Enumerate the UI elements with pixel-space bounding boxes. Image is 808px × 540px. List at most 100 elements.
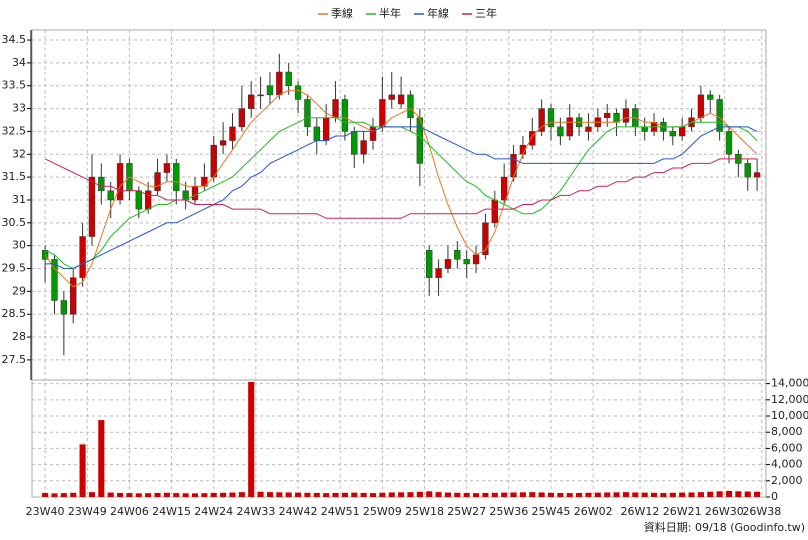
candle-body bbox=[491, 199, 498, 224]
volume-bar bbox=[416, 491, 423, 497]
volume-bar bbox=[426, 491, 433, 497]
volume-bar bbox=[398, 492, 405, 497]
y-tick-label: 28.5 bbox=[2, 307, 27, 320]
candle-body bbox=[144, 190, 152, 210]
x-tick-label: 25W18 bbox=[405, 505, 444, 518]
candle-body bbox=[744, 163, 751, 178]
candle-body bbox=[360, 140, 367, 155]
volume-bar bbox=[323, 493, 330, 497]
volume-bar bbox=[435, 492, 442, 497]
legend-label: 年線 bbox=[427, 6, 449, 20]
y-tick-label: 34 bbox=[12, 56, 26, 69]
volume-bar bbox=[604, 492, 611, 497]
candle-body bbox=[678, 126, 686, 137]
candle-body bbox=[294, 85, 302, 100]
volume-bar bbox=[594, 492, 601, 497]
candle-body bbox=[173, 163, 180, 192]
ma-line bbox=[45, 126, 758, 269]
x-tick-label: 24W33 bbox=[236, 505, 275, 518]
volume-bar bbox=[660, 492, 667, 497]
candle-body bbox=[248, 94, 255, 109]
candle-body bbox=[454, 249, 461, 260]
x-tick-label: 24W15 bbox=[152, 505, 191, 518]
volume-bar bbox=[444, 492, 451, 497]
candle-body bbox=[332, 99, 339, 118]
volume-bar bbox=[547, 492, 555, 497]
candle-body bbox=[585, 126, 592, 132]
volume-bar bbox=[154, 492, 161, 497]
volume-bar bbox=[529, 492, 536, 497]
volume-bar bbox=[735, 491, 742, 497]
volume-bar bbox=[163, 492, 170, 497]
candle-body bbox=[707, 94, 714, 100]
volume-bar bbox=[266, 492, 273, 497]
x-tick-label: 26W02 bbox=[574, 505, 613, 518]
volume-bar bbox=[669, 492, 676, 497]
ma-line bbox=[44, 89, 758, 288]
candle-body bbox=[529, 131, 536, 146]
candle-body bbox=[266, 85, 274, 96]
volume-bar bbox=[126, 493, 133, 497]
volume-bar bbox=[332, 492, 339, 497]
volume-bar bbox=[557, 492, 564, 497]
volume-bar bbox=[229, 492, 236, 497]
volume-bar bbox=[341, 492, 348, 497]
volume-bar bbox=[754, 491, 761, 497]
candle-body bbox=[257, 94, 264, 97]
volume-bar bbox=[697, 492, 704, 497]
candle-body bbox=[135, 190, 142, 210]
candle-body bbox=[60, 300, 68, 315]
x-tick-label: 23W49 bbox=[68, 505, 107, 518]
x-tick-label: 25W36 bbox=[489, 505, 528, 518]
ma-line bbox=[44, 158, 758, 219]
x-tick-label: 26W21 bbox=[663, 505, 702, 518]
volume-bar bbox=[295, 492, 302, 497]
candle-body bbox=[641, 126, 648, 132]
volume-bar bbox=[79, 444, 86, 497]
volume-bar bbox=[538, 492, 545, 497]
candle-body bbox=[500, 176, 508, 201]
candle-body bbox=[547, 108, 555, 128]
y-tick-label: 33.5 bbox=[2, 79, 27, 92]
volume-bar bbox=[257, 491, 264, 497]
volume-bar bbox=[210, 492, 217, 497]
footer: 資料日期: 09/18 (Goodinfo.tw) bbox=[644, 520, 805, 534]
candle-body bbox=[388, 94, 395, 100]
x-tick-label: 26W30 bbox=[705, 505, 744, 518]
volume-bar bbox=[566, 493, 573, 497]
candle-body bbox=[472, 254, 480, 265]
y-tick-label: 29.5 bbox=[2, 262, 27, 275]
volume-bar bbox=[220, 492, 227, 497]
volume-bar bbox=[482, 492, 489, 497]
volume-bar bbox=[501, 492, 508, 497]
volume-bar bbox=[491, 492, 498, 497]
volume-tick-label: 2,000 bbox=[771, 474, 803, 487]
candle-body bbox=[435, 268, 442, 278]
candle-body bbox=[407, 94, 414, 118]
y-tick-label: 34.5 bbox=[2, 33, 27, 46]
volume-bar bbox=[191, 493, 199, 497]
y-tick-label: 30.5 bbox=[2, 216, 27, 229]
volume-bar bbox=[182, 493, 189, 497]
x-tick-label: 25W27 bbox=[447, 505, 486, 518]
volume-tick-label: 4,000 bbox=[771, 458, 803, 471]
x-tick-label: 24W51 bbox=[321, 505, 360, 518]
y-tick-label: 31.5 bbox=[2, 170, 27, 183]
volume-bar bbox=[688, 492, 695, 497]
candle-body bbox=[163, 163, 171, 173]
x-tick-label: 24W42 bbox=[279, 505, 318, 518]
volume-bar bbox=[351, 492, 358, 497]
candle-body bbox=[716, 99, 723, 132]
volume-bar bbox=[707, 491, 714, 497]
candle-body bbox=[622, 108, 630, 123]
volume-bar bbox=[304, 492, 311, 497]
volume-bar bbox=[473, 493, 480, 497]
y-tick-label: 30 bbox=[12, 239, 26, 252]
candle-body bbox=[426, 249, 433, 278]
volume-bar bbox=[744, 491, 751, 497]
volume-bar bbox=[98, 420, 105, 497]
volume-bar bbox=[248, 382, 255, 497]
volume-bar bbox=[379, 492, 386, 497]
x-tick-label: 23W40 bbox=[26, 505, 65, 518]
volume-tick-label: 6,000 bbox=[771, 441, 803, 454]
